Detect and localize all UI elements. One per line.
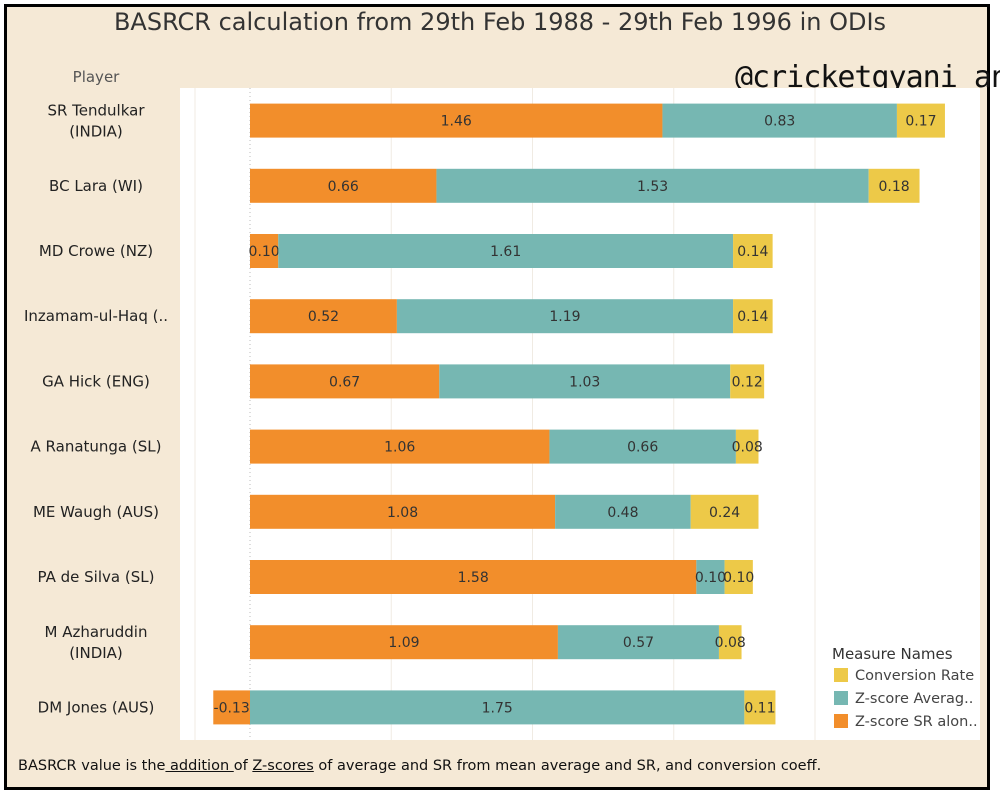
legend-swatch xyxy=(834,691,848,705)
bar-segment-conversion xyxy=(735,429,759,464)
footer-note: BASRCR value is the addition of Z-scores… xyxy=(18,758,821,774)
bar-segment-conversion xyxy=(730,364,765,399)
data-label: 1.09 xyxy=(388,635,419,651)
data-label: 1.06 xyxy=(384,440,415,456)
data-label: 1.53 xyxy=(637,179,668,195)
data-label: 1.61 xyxy=(490,244,521,260)
bar-segment-zavg xyxy=(278,234,734,268)
chart-title: BASRCR calculation from 29th Feb 1988 - … xyxy=(113,8,887,36)
data-label: 0.17 xyxy=(905,114,936,130)
legend-swatch xyxy=(834,668,848,682)
data-label: 0.11 xyxy=(744,700,775,716)
data-label: 1.03 xyxy=(569,374,600,390)
bar-segment-zsr xyxy=(250,234,279,268)
data-label: 0.08 xyxy=(732,440,763,456)
footer-part-5: of average and SR from mean average and … xyxy=(313,758,822,774)
data-label: 0.10 xyxy=(723,570,754,586)
bar-segment-zavg xyxy=(396,299,734,334)
bar-segment-zsr xyxy=(250,103,663,138)
bar-segment-zavg xyxy=(439,364,731,399)
legend-entry: Z-score SR alon.. xyxy=(855,714,978,730)
legend-entry: Conversion Rate xyxy=(855,668,974,684)
data-label: 1.58 xyxy=(458,570,489,586)
data-label: 0.48 xyxy=(607,505,638,521)
bar-segment-zavg xyxy=(250,690,745,725)
bar-segment-conversion xyxy=(896,103,945,138)
data-label: 0.57 xyxy=(623,635,654,651)
data-label: 0.10 xyxy=(695,570,726,586)
bar-segment-conversion xyxy=(690,494,759,529)
bar-segment-zavg xyxy=(557,625,719,660)
data-label: 0.14 xyxy=(737,244,768,260)
footer-part-4: Z-scores xyxy=(252,758,314,774)
data-label: 0.24 xyxy=(709,505,740,521)
bar-segment-zsr xyxy=(250,299,397,334)
bar-segment-zsr xyxy=(250,168,437,203)
bar-segment-zavg xyxy=(662,103,897,138)
bar-segment-conversion xyxy=(733,299,773,334)
bar-segment-zsr xyxy=(250,494,556,529)
category-label: PA de Silva (SL) xyxy=(38,568,155,586)
footer-part-1: BASRCR value is the xyxy=(18,758,166,774)
footer-part-3: of xyxy=(233,758,253,774)
data-label: 0.66 xyxy=(328,179,359,195)
category-label: ME Waugh (AUS) xyxy=(33,503,159,521)
category-label: BC Lara (WI) xyxy=(49,177,143,195)
category-label: Inzamam-ul-Haq (.. xyxy=(24,307,168,325)
data-label: 1.46 xyxy=(441,114,472,130)
bar-segment-zsr xyxy=(250,364,440,399)
bar-segment-conversion xyxy=(724,560,753,594)
data-label: -0.13 xyxy=(214,700,250,716)
bar-segment-zsr xyxy=(213,690,250,725)
category-label: DM Jones (AUS) xyxy=(38,698,155,716)
bar-segment-zavg xyxy=(549,429,736,464)
data-label: 0.08 xyxy=(715,635,746,651)
bar-segment-zavg xyxy=(696,560,725,594)
bar-segment-zsr xyxy=(250,625,558,660)
bar-segment-zavg xyxy=(436,168,869,203)
category-label: A Ranatunga (SL) xyxy=(31,438,162,456)
category-label: MD Crowe (NZ) xyxy=(39,242,153,260)
data-label: 0.67 xyxy=(329,374,360,390)
data-label: 0.83 xyxy=(764,114,795,130)
bar-segment-zavg xyxy=(555,494,691,529)
data-label: 0.52 xyxy=(308,309,339,325)
bar-segment-zsr xyxy=(250,560,697,594)
legend-entry: Z-score Averag.. xyxy=(855,691,973,707)
data-label: 1.08 xyxy=(387,505,418,521)
data-label: 0.66 xyxy=(627,440,658,456)
category-label: M Azharuddin (INDIA) xyxy=(45,623,148,662)
legend-title: Measure Names xyxy=(832,645,953,663)
legend-swatch xyxy=(834,714,848,728)
category-label: SR Tendulkar (INDIA) xyxy=(47,102,145,141)
bar-segment-conversion xyxy=(733,234,773,268)
data-label: 0.18 xyxy=(879,179,910,195)
data-label: 0.12 xyxy=(732,374,763,390)
bar-segment-conversion xyxy=(744,690,776,725)
y-axis-label: Player xyxy=(73,68,121,86)
footer-part-2: addition xyxy=(165,758,234,774)
data-label: 1.19 xyxy=(549,309,580,325)
data-label: 0.14 xyxy=(737,309,768,325)
data-label: 0.10 xyxy=(249,244,280,260)
bar-segment-zsr xyxy=(250,429,550,464)
category-label: GA Hick (ENG) xyxy=(42,372,150,390)
bar-segment-conversion xyxy=(718,625,742,660)
data-label: 1.75 xyxy=(482,700,513,716)
bar-segment-conversion xyxy=(868,168,920,203)
